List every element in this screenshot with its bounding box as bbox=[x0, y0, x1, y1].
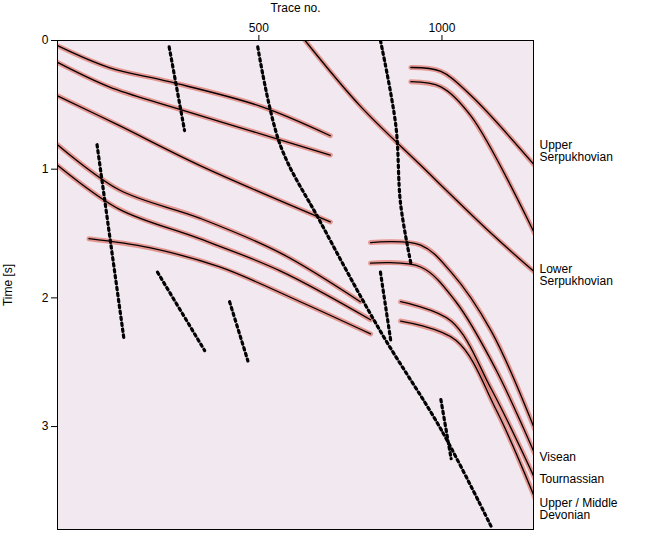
svg-text:UpperSerpukhovian: UpperSerpukhovian bbox=[540, 138, 613, 164]
svg-text:2: 2 bbox=[42, 291, 49, 305]
svg-text:Trace no.: Trace no. bbox=[270, 1, 320, 15]
svg-text:1000: 1000 bbox=[429, 21, 456, 35]
svg-text:500: 500 bbox=[249, 21, 269, 35]
svg-text:3: 3 bbox=[42, 419, 49, 433]
svg-text:Tournassian: Tournassian bbox=[540, 472, 605, 486]
svg-text:Time [s]: Time [s] bbox=[1, 264, 15, 306]
svg-text:Upper / MiddleDevonian: Upper / MiddleDevonian bbox=[540, 496, 618, 522]
svg-text:Visean: Visean bbox=[540, 450, 576, 464]
svg-text:1: 1 bbox=[42, 162, 49, 176]
svg-text:LowerSerpukhovian: LowerSerpukhovian bbox=[540, 262, 613, 288]
svg-text:0: 0 bbox=[42, 33, 49, 47]
